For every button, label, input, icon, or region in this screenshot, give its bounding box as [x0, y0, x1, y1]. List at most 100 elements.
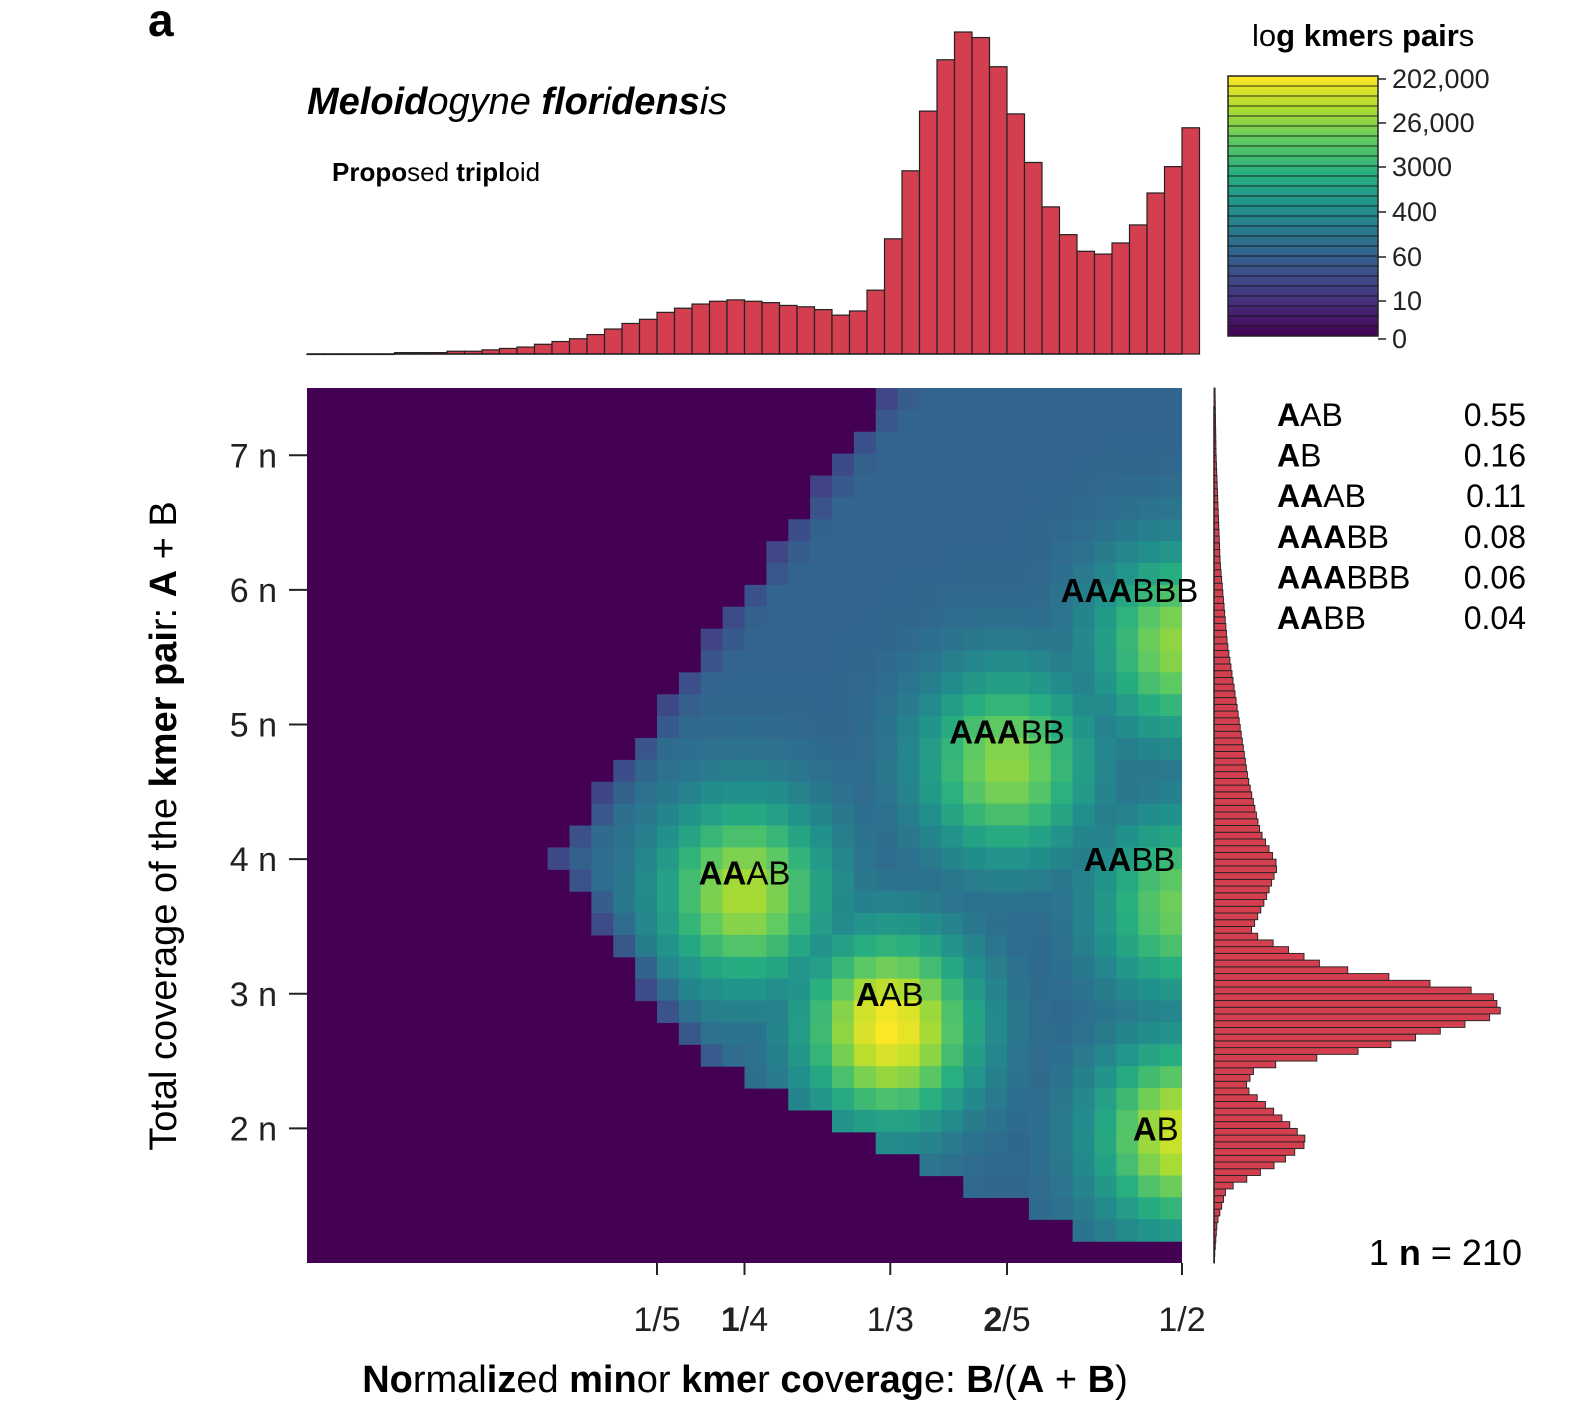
heatmap-cell — [613, 869, 636, 892]
heatmap-cell — [897, 847, 921, 870]
heatmap-cell — [941, 1066, 964, 1089]
table-genotype: AAABBB — [1277, 559, 1410, 595]
heatmap-cell — [1138, 475, 1161, 498]
heatmap-cell — [722, 694, 746, 717]
heatmap-cell — [832, 453, 855, 477]
heatmap-cell — [591, 781, 614, 805]
heatmap-cell — [1050, 388, 1074, 411]
heatmap-cell — [766, 563, 789, 586]
heatmap-cell — [985, 1153, 1008, 1177]
heatmap-cell — [678, 781, 702, 805]
heatmap-cell — [613, 847, 636, 870]
heatmap-cell — [810, 956, 833, 980]
right-histogram-bar — [1213, 1121, 1291, 1129]
species-title-part: Meloid — [307, 81, 428, 123]
x-tick-label-bold: 1 — [721, 1301, 740, 1339]
heatmap-cell — [985, 1066, 1008, 1089]
heatmap-cell — [1050, 891, 1074, 914]
heatmap-cell — [1007, 409, 1030, 433]
heatmap-cell — [832, 825, 855, 848]
right-histogram-bar — [1213, 697, 1237, 705]
right-histogram-bar — [1213, 851, 1273, 860]
heatmap-cell — [1050, 409, 1074, 433]
heatmap-cell — [897, 409, 921, 433]
x-tick-label-plain: 1/3 — [867, 1301, 914, 1339]
heatmap-cell — [941, 606, 964, 630]
heatmap-cell — [657, 781, 680, 805]
heatmap-cell — [1007, 738, 1030, 761]
heatmap-cell — [1160, 584, 1182, 608]
right-histogram-bar — [1213, 1201, 1223, 1210]
heatmap-cell — [853, 584, 877, 608]
top-histogram-bar — [796, 306, 816, 355]
legend-title-part: g — [1276, 18, 1295, 53]
heatmap-cell — [853, 453, 877, 477]
legend-label: 10 — [1392, 286, 1422, 316]
y-tick-label: 4 n — [230, 841, 277, 879]
x-label-part: co — [780, 1359, 824, 1401]
species-title-part: is — [700, 81, 727, 123]
heatmap-cell — [613, 825, 636, 848]
heatmap-cell — [1094, 759, 1117, 783]
heatmap-cell — [722, 891, 746, 914]
heatmap-cell — [1007, 388, 1030, 411]
right-histogram-bar — [1213, 858, 1277, 867]
heatmap-cell — [1094, 738, 1117, 761]
heatmap-cell — [919, 934, 942, 958]
right-histogram-bar — [1213, 1013, 1491, 1022]
right-histogram-bar — [1213, 724, 1241, 732]
heatmap-cell — [678, 803, 702, 827]
heatmap-cell — [853, 563, 877, 586]
heatmap-cell — [853, 628, 877, 652]
heatmap-cell — [832, 934, 855, 958]
heatmap-cell — [744, 672, 767, 695]
right-histogram-bar — [1213, 892, 1268, 900]
heatmap-cell — [941, 475, 964, 498]
subtitle: Proposed triploid — [332, 157, 540, 187]
right-histogram-bar — [1213, 818, 1259, 826]
heatmap-cell — [700, 1000, 724, 1023]
heatmap-cell — [1050, 847, 1074, 870]
heatmap-cell — [1138, 409, 1161, 433]
heatmap-cell — [1160, 1131, 1182, 1155]
heatmap-cell — [963, 563, 986, 586]
heatmap-cell — [1007, 1000, 1030, 1023]
heatmap-cell — [1007, 891, 1030, 914]
heatmap-cell — [875, 431, 899, 455]
heatmap-cell — [1160, 1088, 1182, 1111]
right-histogram-bar — [1213, 986, 1472, 995]
heatmap-cell — [963, 475, 986, 498]
right-histogram-bar — [1213, 528, 1220, 537]
heatmap-cell — [1138, 1022, 1161, 1045]
right-histogram-bar — [1213, 1208, 1221, 1217]
heatmap-cell — [766, 628, 789, 652]
heatmap-cell — [985, 716, 1008, 739]
x-label-part: erag — [844, 1359, 924, 1401]
table-genotype-plain: AB — [1300, 397, 1343, 433]
heatmap-cell — [569, 847, 592, 870]
heatmap-cell — [832, 738, 855, 761]
table-genotype: AAAB — [1277, 478, 1366, 514]
heatmap-cell — [657, 891, 680, 914]
right-histogram-bar — [1213, 1047, 1359, 1055]
heatmap-cell — [1028, 1131, 1052, 1155]
heatmap-cell — [1050, 606, 1074, 630]
heatmap-cell — [875, 738, 899, 761]
heatmap-cell — [919, 519, 942, 542]
genotype-label-bold: AA — [1084, 841, 1132, 878]
heatmap-cell — [1028, 519, 1052, 542]
heatmap-cell — [1072, 781, 1096, 805]
heatmap-cell — [744, 847, 767, 870]
heatmap-cell — [700, 628, 724, 652]
heatmap-cell — [1138, 825, 1161, 848]
heatmap-cell — [985, 453, 1008, 477]
heatmap-cell — [1094, 825, 1117, 848]
heatmap-cell — [963, 628, 986, 652]
x-label-part: iz — [487, 1359, 517, 1401]
heatmap-cell — [1138, 978, 1161, 1002]
right-histogram-bar — [1213, 1114, 1283, 1123]
right-histogram-bar — [1213, 966, 1349, 975]
heatmap-cell — [941, 781, 964, 805]
heatmap-cell — [919, 1109, 942, 1133]
